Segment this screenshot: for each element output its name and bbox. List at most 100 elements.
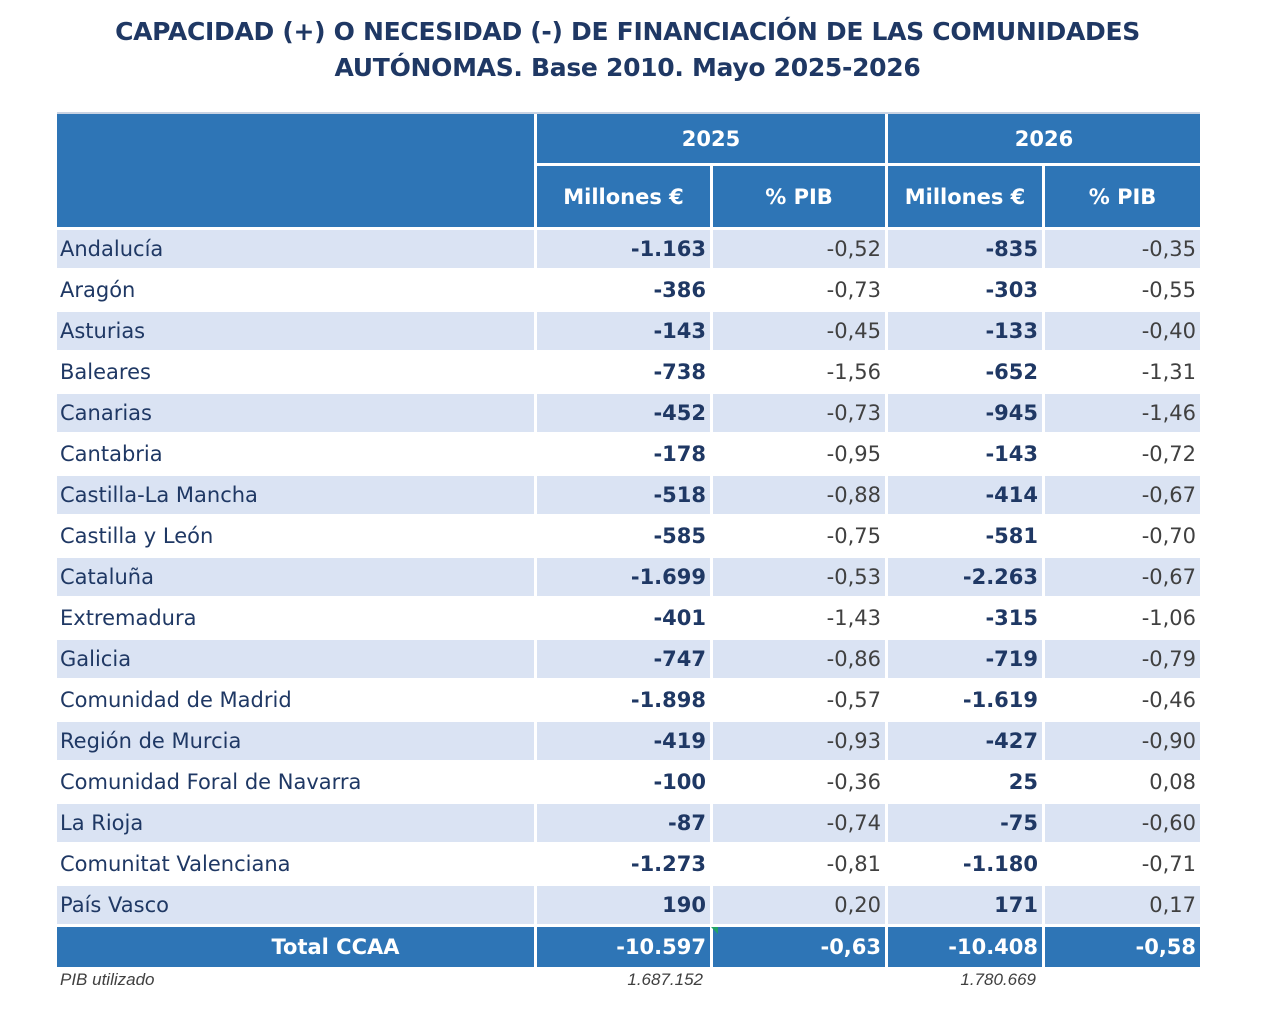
millones-2025-cell: -419 xyxy=(534,722,710,763)
region-name: Cantabria xyxy=(57,435,534,476)
millones-2025-cell: 190 xyxy=(534,886,710,927)
millones-2026-cell: -1.180 xyxy=(885,845,1043,886)
millones-2025-cell: -178 xyxy=(534,435,710,476)
millones-2026-cell: -1.619 xyxy=(885,681,1043,722)
pib-2025-cell: -0,45 xyxy=(710,312,886,353)
millones-2025-cell: -1.163 xyxy=(534,230,710,271)
total-pib-2026: -0,58 xyxy=(1042,927,1201,967)
millones-2026-cell: -143 xyxy=(885,435,1043,476)
table-row: Extremadura -401 -1,43 -315 -1,06 xyxy=(57,599,1201,640)
title-line-2: AUTÓNOMAS. Base 2010. Mayo 2025-2026 xyxy=(334,53,921,82)
header-millones-2026: Millones € xyxy=(885,166,1043,230)
region-name: Canarias xyxy=(57,394,534,435)
pib-2026-cell: -0,35 xyxy=(1042,230,1201,271)
pib-2025-cell: -0,52 xyxy=(710,230,886,271)
pib-2025-cell: 0,20 xyxy=(710,886,886,927)
millones-2025-cell: -738 xyxy=(534,353,710,394)
table-row: Cataluña -1.699 -0,53 -2.263 -0,67 xyxy=(57,558,1201,599)
region-name: Comunitat Valenciana xyxy=(57,845,534,886)
pib-2026-cell: -0,79 xyxy=(1042,640,1201,681)
pib-2025-cell: -0,93 xyxy=(710,722,886,763)
pib-2025-cell: -0,95 xyxy=(710,435,886,476)
millones-2026-cell: 25 xyxy=(885,763,1043,804)
pib-2025-cell: -0,74 xyxy=(710,804,886,845)
pib-label: PIB utilizado xyxy=(60,970,155,989)
pib-2026-cell: -0,71 xyxy=(1042,845,1201,886)
table-body: Andalucía -1.163 -0,52 -835 -0,35 Aragón -386-… xyxy=(57,230,1201,967)
pib-2025-cell: -0,57 xyxy=(710,681,886,722)
region-name: Cataluña xyxy=(57,558,534,599)
table-row: Comunidad Foral de Navarra -100 -0,36 25 0,0… xyxy=(57,763,1201,804)
region-name: Galicia xyxy=(57,640,534,681)
region-name: Baleares xyxy=(57,353,534,394)
region-name: Castilla-La Mancha xyxy=(57,476,534,517)
total-millones-2026: -10.408 xyxy=(885,927,1043,967)
millones-2026-cell: -414 xyxy=(885,476,1043,517)
table-row: Aragón -386 -0,73 -303 -0,55 xyxy=(57,271,1201,312)
pib-2025-cell: -1,43 xyxy=(710,599,886,640)
millones-2026-cell: -303 xyxy=(885,271,1043,312)
region-name: Región de Murcia xyxy=(57,722,534,763)
header-blank-cell xyxy=(57,114,534,230)
millones-2026-cell: -835 xyxy=(885,230,1043,271)
table-row: Región de Murcia -419 -0,93 -427 -0,90 xyxy=(57,722,1201,763)
table-row: Comunidad de Madrid -1.898 -0,57 -1.619 -0,4… xyxy=(57,681,1201,722)
pib-2026-cell: -0,40 xyxy=(1042,312,1201,353)
region-name: La Rioja xyxy=(57,804,534,845)
millones-2026-cell: 171 xyxy=(885,886,1043,927)
table-row: Castilla-La Mancha -518 -0,88 -414 -0,67 xyxy=(57,476,1201,517)
report-title: CAPACIDAD (+) O NECESIDAD (-) DE FINANCI… xyxy=(0,14,1255,86)
pib-2025-cell: -0,73 xyxy=(710,271,886,312)
pib-2026-cell: -0,72 xyxy=(1042,435,1201,476)
header-pib-2025: % PIB xyxy=(710,166,886,230)
total-pib-2025: -0,63 xyxy=(710,927,886,967)
pib-2025-cell: -0,86 xyxy=(710,640,886,681)
table-row: Castilla y León -585 -0,75 -581 -0,70 xyxy=(57,517,1201,558)
millones-2025-cell: -1.898 xyxy=(534,681,710,722)
pib-2026-cell: 0,08 xyxy=(1042,763,1201,804)
pib-2026-cell: -0,60 xyxy=(1042,804,1201,845)
pib-2026-cell: -0,55 xyxy=(1042,271,1201,312)
header-year-2025: 2025 xyxy=(534,114,886,166)
region-name: Comunidad de Madrid xyxy=(57,681,534,722)
pib-2026-cell: 0,17 xyxy=(1042,886,1201,927)
pib-2025-cell: -0,73 xyxy=(710,394,886,435)
region-name: Castilla y León xyxy=(57,517,534,558)
table-row: Cantabria -178 -0,95 -143 -0,72 xyxy=(57,435,1201,476)
table-row: Canarias -452 -0,73 -945 -1,46 xyxy=(57,394,1201,435)
millones-2025-cell: -585 xyxy=(534,517,710,558)
pib-2025-cell: -0,53 xyxy=(710,558,886,599)
pib-2025-cell: -0,36 xyxy=(710,763,886,804)
pib-2025-cell: -0,81 xyxy=(710,845,886,886)
table-row: La Rioja -87 -0,74 -75 -0,60 xyxy=(57,804,1201,845)
region-name: Aragón xyxy=(57,271,534,312)
millones-2025-cell: -401 xyxy=(534,599,710,640)
region-name: País Vasco xyxy=(57,886,534,927)
region-name: Asturias xyxy=(57,312,534,353)
table-row: País Vasco 190 0,20 171 0,17 xyxy=(57,886,1201,927)
table-row: Andalucía -1.163 -0,52 -835 -0,35 xyxy=(57,230,1201,271)
table-row: Comunitat Valenciana -1.273 -0,81 -1.180 -0,… xyxy=(57,845,1201,886)
millones-2025-cell: -1.699 xyxy=(534,558,710,599)
title-line-1: CAPACIDAD (+) O NECESIDAD (-) DE FINANCI… xyxy=(115,17,1140,46)
total-row: Total CCAA -10.597 -0,63 -10.408 -0,58 xyxy=(57,927,1201,967)
pib-2026-cell: -0,70 xyxy=(1042,517,1201,558)
pib-2026-cell: -1,46 xyxy=(1042,394,1201,435)
millones-2026-cell: -75 xyxy=(885,804,1043,845)
pib-2025-cell: -1,56 xyxy=(710,353,886,394)
millones-2026-cell: -719 xyxy=(885,640,1043,681)
millones-2025-cell: -143 xyxy=(534,312,710,353)
pib-2026-value: 1.780.669 xyxy=(960,970,1036,989)
region-name: Andalucía xyxy=(57,230,534,271)
millones-2025-cell: -386 xyxy=(534,271,710,312)
millones-2025-cell: -747 xyxy=(534,640,710,681)
header-pib-2026: % PIB xyxy=(1042,166,1201,230)
pib-2026-cell: -0,67 xyxy=(1042,476,1201,517)
region-name: Comunidad Foral de Navarra xyxy=(57,763,534,804)
table-row: Baleares -738 -1,56 -652 -1,31 xyxy=(57,353,1201,394)
millones-2025-cell: -518 xyxy=(534,476,710,517)
millones-2026-cell: -315 xyxy=(885,599,1043,640)
pib-2026-cell: -0,67 xyxy=(1042,558,1201,599)
pib-2026-cell: -0,90 xyxy=(1042,722,1201,763)
pib-2025-cell: -0,88 xyxy=(710,476,886,517)
